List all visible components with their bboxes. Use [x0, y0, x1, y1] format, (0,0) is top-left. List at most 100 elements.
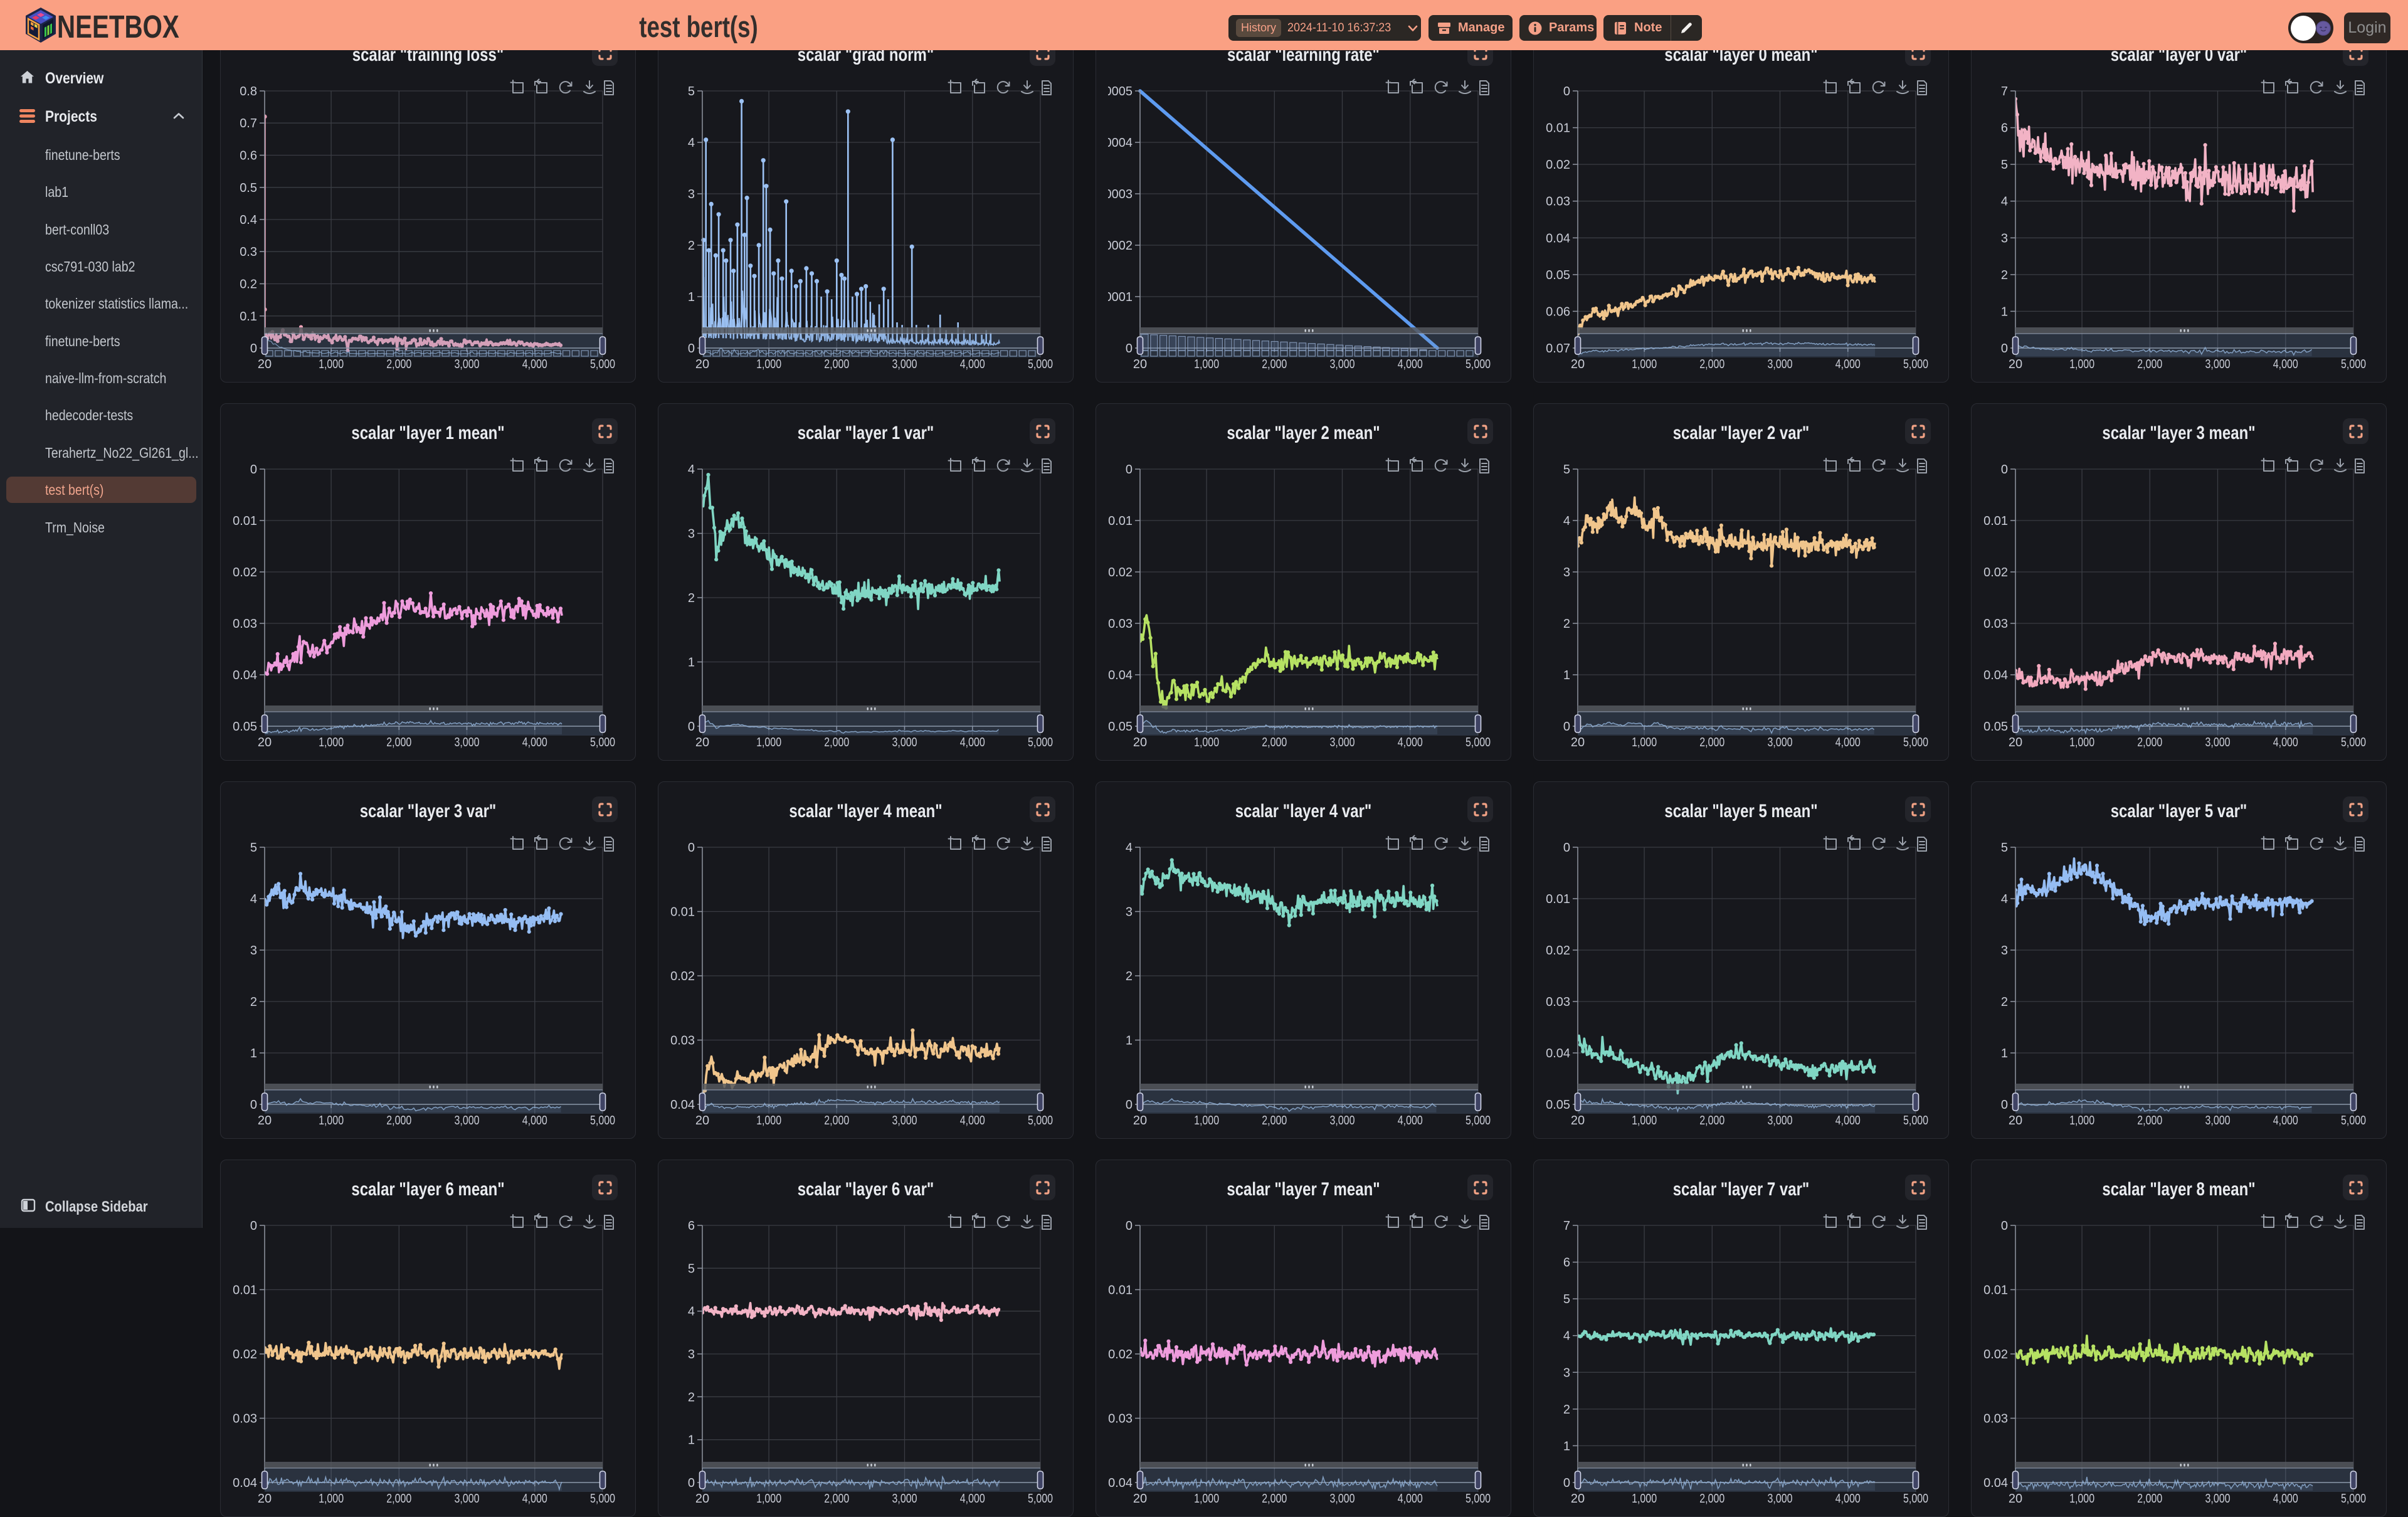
- svg-text:0: 0: [250, 1219, 257, 1233]
- svg-text:0: 0: [1126, 1098, 1133, 1112]
- svg-text:-0.03: -0.03: [228, 1412, 257, 1426]
- svg-text:0.0001: 0.0001: [1096, 290, 1133, 304]
- svg-text:-0.04: -0.04: [1979, 669, 2008, 682]
- svg-text:5,000: 5,000: [1903, 1492, 1928, 1506]
- svg-text:1,000: 1,000: [319, 736, 344, 749]
- svg-text:2,000: 2,000: [824, 1492, 849, 1506]
- svg-text:-0.03: -0.03: [1541, 995, 1570, 1009]
- svg-text:-0.03: -0.03: [1104, 617, 1133, 631]
- svg-text:20: 20: [258, 357, 272, 371]
- svg-text:3,000: 3,000: [892, 1114, 917, 1128]
- svg-text:4,000: 4,000: [2273, 1492, 2298, 1506]
- svg-text:2: 2: [688, 1390, 695, 1404]
- svg-text:5,000: 5,000: [590, 1492, 615, 1506]
- svg-text:3,000: 3,000: [455, 736, 480, 749]
- svg-text:5,000: 5,000: [2341, 357, 2366, 371]
- svg-text:-0.01: -0.01: [666, 906, 695, 919]
- svg-text:3: 3: [250, 944, 257, 958]
- svg-text:2: 2: [1563, 617, 1570, 631]
- svg-text:4,000: 4,000: [1398, 736, 1423, 749]
- svg-text:3,000: 3,000: [2205, 1114, 2231, 1128]
- svg-text:-0.07: -0.07: [1541, 342, 1570, 356]
- svg-text:1,000: 1,000: [1632, 1492, 1657, 1506]
- svg-text:5,000: 5,000: [1465, 357, 1491, 371]
- svg-text:-0.05: -0.05: [228, 720, 257, 734]
- svg-text:2: 2: [1563, 1403, 1570, 1417]
- svg-text:5,000: 5,000: [590, 736, 615, 749]
- svg-text:2,000: 2,000: [824, 357, 849, 371]
- svg-text:3,000: 3,000: [2205, 357, 2231, 371]
- svg-text:4,000: 4,000: [1835, 736, 1861, 749]
- svg-text:4,000: 4,000: [522, 357, 547, 371]
- svg-text:0.0004: 0.0004: [1096, 136, 1133, 150]
- svg-text:4,000: 4,000: [960, 736, 985, 749]
- svg-text:20: 20: [695, 736, 709, 749]
- svg-text:-0.01: -0.01: [228, 1284, 257, 1298]
- svg-text:0: 0: [1126, 342, 1133, 356]
- svg-text:3,000: 3,000: [1768, 357, 1793, 371]
- svg-text:-0.06: -0.06: [1541, 305, 1570, 319]
- svg-text:-0.04: -0.04: [228, 669, 257, 682]
- svg-text:4,000: 4,000: [960, 1114, 985, 1128]
- svg-text:20: 20: [695, 357, 709, 371]
- svg-text:7: 7: [2001, 85, 2008, 98]
- svg-text:0.7: 0.7: [240, 117, 257, 130]
- svg-text:2,000: 2,000: [824, 1114, 849, 1128]
- svg-text:2: 2: [1126, 970, 1133, 983]
- svg-text:20: 20: [695, 1114, 709, 1128]
- svg-text:-0.03: -0.03: [1104, 1412, 1133, 1426]
- svg-text:2: 2: [688, 591, 695, 605]
- svg-text:5,000: 5,000: [1903, 357, 1928, 371]
- svg-text:1,000: 1,000: [2069, 357, 2094, 371]
- svg-text:-0.03: -0.03: [666, 1034, 695, 1048]
- svg-text:0: 0: [2001, 342, 2008, 356]
- svg-text:4,000: 4,000: [2273, 1114, 2298, 1128]
- svg-text:5,000: 5,000: [1028, 1114, 1053, 1128]
- svg-text:1: 1: [688, 290, 695, 304]
- svg-text:3,000: 3,000: [892, 1492, 917, 1506]
- svg-text:4,000: 4,000: [522, 1114, 547, 1128]
- svg-text:2,000: 2,000: [386, 357, 411, 371]
- svg-text:1: 1: [688, 1434, 695, 1447]
- svg-text:5,000: 5,000: [2341, 1492, 2366, 1506]
- svg-text:-0.02: -0.02: [1104, 1348, 1133, 1361]
- svg-text:1,000: 1,000: [319, 1492, 344, 1506]
- svg-text:4: 4: [1563, 514, 1570, 528]
- svg-text:4: 4: [688, 136, 695, 150]
- svg-text:-0.05: -0.05: [1541, 1098, 1570, 1112]
- svg-text:1: 1: [1563, 669, 1570, 682]
- svg-text:0.5: 0.5: [240, 181, 257, 195]
- svg-text:2,000: 2,000: [1699, 357, 1724, 371]
- svg-text:-0.03: -0.03: [228, 617, 257, 631]
- svg-text:3,000: 3,000: [1768, 1492, 1793, 1506]
- svg-text:3: 3: [1126, 906, 1133, 919]
- svg-text:0.0002: 0.0002: [1096, 239, 1133, 253]
- svg-text:-0.01: -0.01: [228, 514, 257, 528]
- svg-text:2,000: 2,000: [386, 736, 411, 749]
- svg-text:4,000: 4,000: [2273, 736, 2298, 749]
- svg-text:2,000: 2,000: [1699, 1114, 1724, 1128]
- svg-text:4: 4: [2001, 892, 2008, 906]
- svg-text:2,000: 2,000: [824, 736, 849, 749]
- svg-text:-0.02: -0.02: [1979, 1348, 2008, 1361]
- svg-text:2,000: 2,000: [1699, 736, 1724, 749]
- svg-text:0: 0: [1563, 841, 1570, 855]
- svg-text:20: 20: [1571, 1114, 1585, 1128]
- svg-text:4,000: 4,000: [1835, 357, 1861, 371]
- svg-text:5,000: 5,000: [1028, 357, 1053, 371]
- svg-text:5,000: 5,000: [1903, 736, 1928, 749]
- svg-text:5: 5: [2001, 158, 2008, 172]
- svg-text:2,000: 2,000: [386, 1492, 411, 1506]
- svg-text:20: 20: [258, 1114, 272, 1128]
- svg-text:2,000: 2,000: [1262, 1492, 1287, 1506]
- svg-text:4,000: 4,000: [1835, 1114, 1861, 1128]
- svg-text:2,000: 2,000: [2137, 736, 2162, 749]
- svg-text:20: 20: [1133, 1492, 1147, 1506]
- svg-text:-0.02: -0.02: [1104, 566, 1133, 579]
- svg-text:20: 20: [1133, 736, 1147, 749]
- svg-text:-0.03: -0.03: [1979, 617, 2008, 631]
- svg-text:4,000: 4,000: [1398, 1114, 1423, 1128]
- svg-text:3,000: 3,000: [1330, 736, 1355, 749]
- svg-text:-0.03: -0.03: [1541, 195, 1570, 209]
- svg-text:0: 0: [250, 463, 257, 477]
